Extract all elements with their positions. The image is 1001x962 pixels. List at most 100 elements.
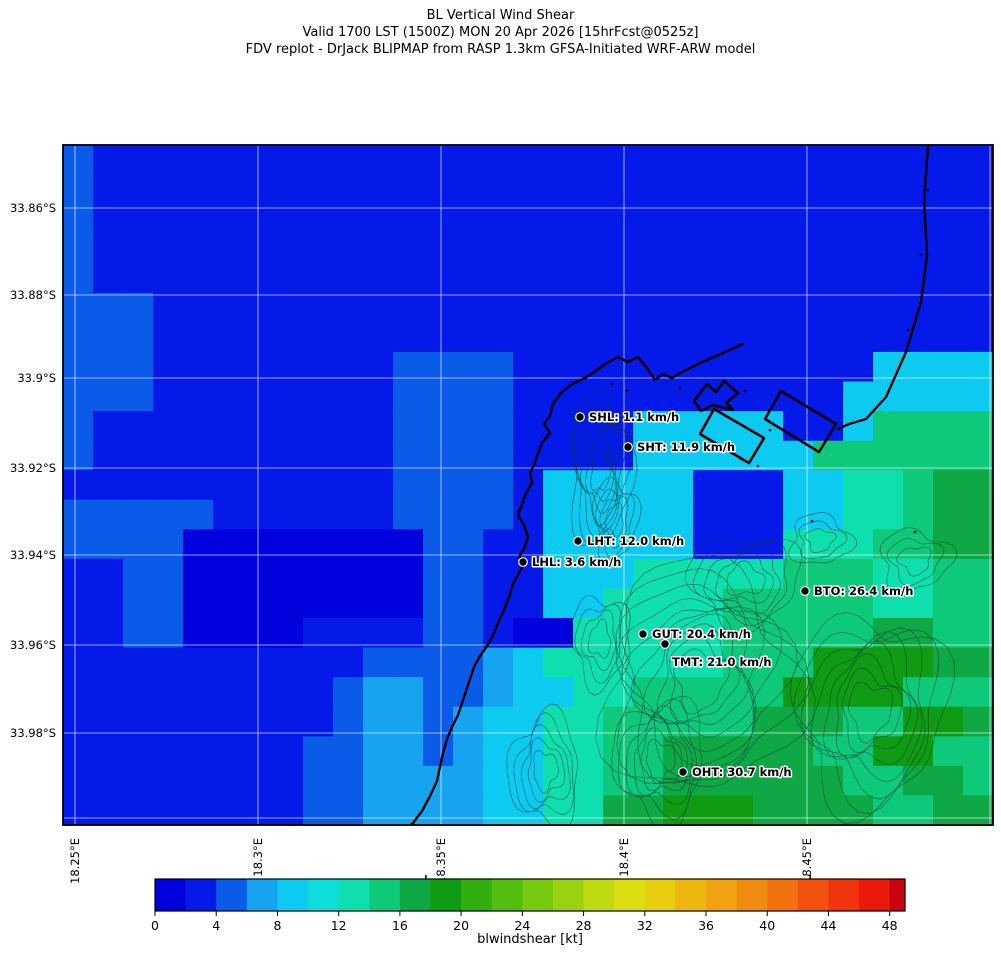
- colorbar-segment: [767, 879, 799, 911]
- grid-cell: [723, 263, 754, 294]
- grid-cell: [363, 618, 394, 649]
- grid-cell: [153, 706, 184, 737]
- grid-cell: [813, 558, 844, 590]
- grid-cell: [93, 470, 124, 501]
- grid-cell: [933, 618, 964, 649]
- grid-cell: [153, 588, 184, 619]
- grid-cell: [723, 233, 754, 264]
- grid-cell: [453, 233, 484, 264]
- grid-cell: [333, 263, 364, 294]
- grid-cell: [633, 795, 664, 825]
- coastline-path: [836, 145, 930, 431]
- grid-cell: [633, 470, 664, 501]
- colorbar-segment: [583, 879, 615, 911]
- grid-cell: [333, 233, 364, 264]
- grid-cell: [753, 322, 784, 353]
- grid-cell: [363, 292, 394, 323]
- grid-cell: [453, 558, 484, 590]
- grid-cell: [153, 647, 184, 678]
- station-TMT: TMT: 21.0 km/h: [660, 639, 773, 671]
- grid-cell: [153, 677, 184, 708]
- colorbar-tick-label: 12: [331, 918, 347, 933]
- grid-cell: [273, 233, 304, 264]
- grid-cell: [63, 263, 94, 294]
- grid-cell: [423, 322, 454, 353]
- grid-cell: [63, 233, 94, 264]
- grid-cell: [873, 292, 904, 323]
- grid-cell: [723, 292, 754, 323]
- station-BTO: BTO: 26.4 km/h: [800, 583, 915, 600]
- grid-cell: [633, 677, 664, 708]
- grid-cell: [363, 440, 394, 471]
- grid-cell: [183, 381, 214, 412]
- grid-cell: [63, 440, 94, 471]
- grid-cell: [693, 204, 724, 235]
- grid-cell: [543, 647, 574, 678]
- grid-cell: [933, 381, 964, 412]
- grid-cell: [783, 795, 814, 825]
- grid-cell: [213, 558, 244, 590]
- grid-cell: [63, 204, 94, 235]
- grid-cell: [813, 322, 844, 353]
- grid-cell: [663, 174, 694, 205]
- grid-cell: [183, 322, 214, 353]
- grid-cell: [453, 352, 484, 383]
- grid-cell: [153, 795, 184, 825]
- grid-cell: [183, 352, 214, 383]
- grid-cell: [573, 322, 604, 353]
- colorbar-segment: [828, 879, 860, 911]
- islet-speck: [906, 328, 910, 332]
- grid-cell: [453, 174, 484, 205]
- grid-cell: [663, 677, 694, 708]
- grid-cell: [213, 411, 244, 442]
- grid-cell: [333, 677, 364, 708]
- grid-cell: [153, 411, 184, 442]
- grid-cell: [93, 174, 124, 205]
- grid-cell: [273, 647, 304, 678]
- grid-cell: [93, 204, 124, 235]
- grid-cell: [843, 204, 874, 235]
- grid-cell: [333, 706, 364, 737]
- grid-cell: [543, 322, 574, 353]
- grid-cell: [123, 411, 154, 442]
- grid-cell: [363, 263, 394, 294]
- grid-cell: [753, 558, 784, 590]
- grid-cell: [693, 174, 724, 205]
- x-axis-tick-label: 18.25°E: [68, 838, 82, 884]
- grid-cell: [123, 322, 154, 353]
- grid-cell: [873, 440, 904, 471]
- grid-cell: [123, 499, 154, 530]
- terrain-contours-layer: [506, 386, 958, 825]
- grid-cell: [153, 440, 184, 471]
- grid-cell: [963, 736, 993, 767]
- grid-cell: [273, 736, 304, 767]
- grid-cell: [273, 529, 304, 560]
- grid-cell: [453, 145, 484, 176]
- grid-cell: [483, 352, 514, 383]
- grid-cell: [273, 352, 304, 383]
- grid-cell: [183, 677, 214, 708]
- grid-cell: [153, 381, 184, 412]
- grid-cell: [783, 765, 814, 797]
- grid-cell: [333, 470, 364, 501]
- islet-speck: [610, 382, 614, 386]
- grid-cell: [903, 233, 934, 264]
- grid-cell: [513, 145, 544, 176]
- grid-cell: [543, 263, 574, 294]
- grid-cell: [303, 381, 334, 412]
- grid-cell: [453, 529, 484, 560]
- figure-title-block: BL Vertical Wind Shear Valid 1700 LST (1…: [0, 7, 1001, 58]
- grid-cell: [123, 647, 154, 678]
- grid-cell: [393, 677, 424, 708]
- station-dot: [573, 536, 583, 546]
- grid-cell: [63, 499, 94, 530]
- grid-cell: [963, 204, 993, 235]
- grid-cell: [63, 795, 94, 825]
- islet-speck: [756, 464, 760, 468]
- grid-cell: [123, 381, 154, 412]
- coastline-path: [763, 389, 838, 454]
- grid-cell: [183, 765, 214, 797]
- terrain-contour: [879, 527, 958, 594]
- grid-cell: [363, 174, 394, 205]
- islet-speck: [913, 530, 917, 534]
